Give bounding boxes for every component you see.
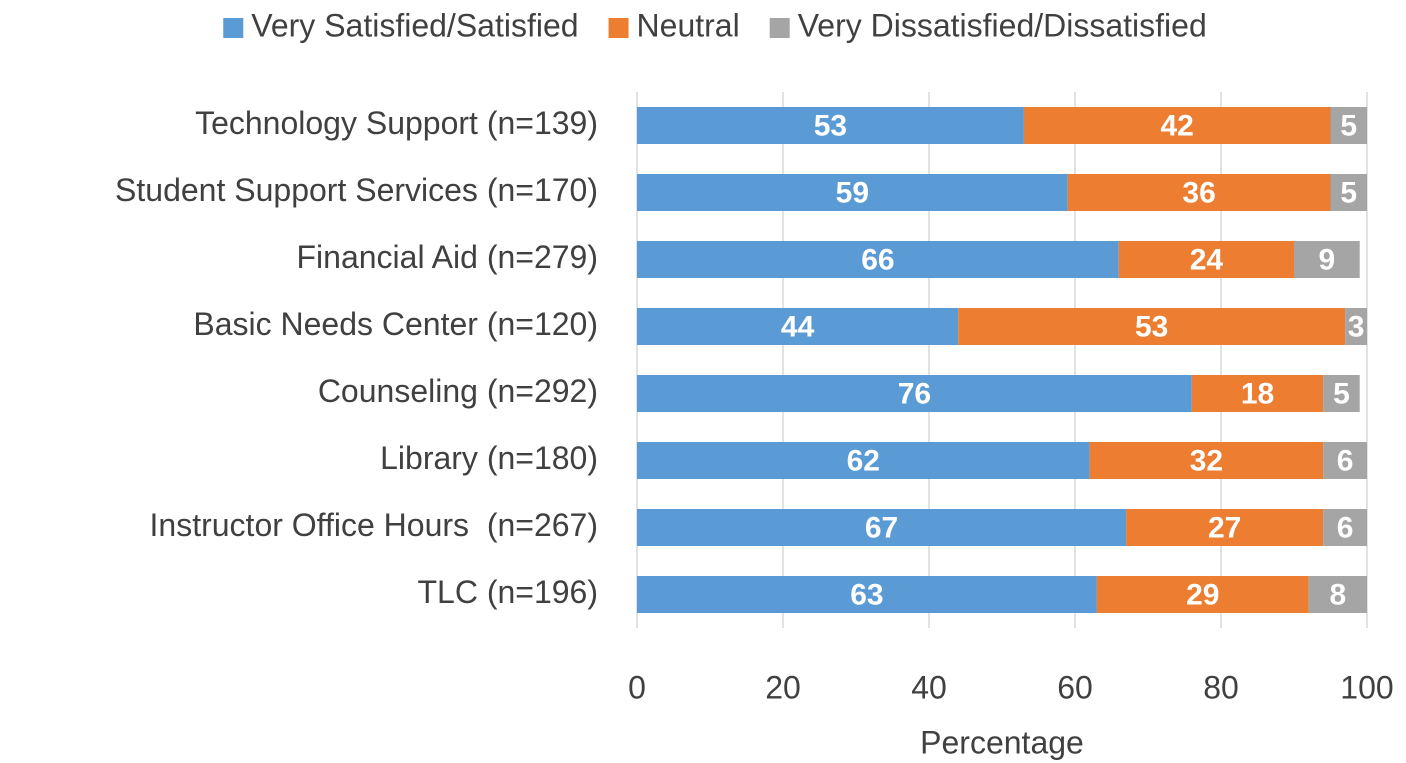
y-tick-label: Library (n=180) [380,440,598,476]
bar-segment [1330,174,1367,211]
bar-segment [958,308,1346,345]
x-tick-label: 80 [1203,669,1239,705]
data-label: 29 [1186,578,1219,611]
data-label: 67 [865,511,898,544]
legend-swatch [769,18,790,38]
bar-segment [637,107,1024,144]
bar-segment [1023,107,1331,144]
bar-segment [1323,509,1367,546]
y-tick-label: Counseling (n=292) [318,373,598,409]
bar-segment [1323,442,1367,479]
data-label: 59 [836,176,869,209]
data-label: 6 [1337,511,1354,544]
data-label: 8 [1329,578,1346,611]
bar-segment [637,375,1192,412]
data-label: 44 [781,310,815,343]
x-tick-label: 20 [765,669,801,705]
data-label: 62 [847,444,880,477]
bar-segment [1089,442,1324,479]
data-label: 76 [898,377,931,410]
x-axis-title: Percentage [920,724,1084,760]
bar-segment [1323,375,1360,412]
data-label: 53 [1135,310,1168,343]
bar-segment [1096,576,1309,613]
bar-segment [1345,308,1367,345]
y-tick-label: Student Support Services (n=170) [115,172,598,208]
x-tick-label: 100 [1340,669,1393,705]
bar-segment [637,509,1127,546]
bar-segment [1191,375,1324,412]
data-label: 3 [1348,310,1365,343]
legend-swatch [223,18,244,38]
y-tick-label: Financial Aid (n=279) [296,239,598,275]
data-label: 66 [861,243,894,276]
data-label: 53 [814,109,847,142]
bar-segment [637,576,1097,613]
data-label: 42 [1161,109,1194,142]
bar-segment [1294,241,1360,278]
bar-segment [637,442,1090,479]
bar-segment [1118,241,1294,278]
data-label: 27 [1208,511,1241,544]
data-label: 5 [1333,377,1350,410]
data-label: 9 [1319,243,1336,276]
bar-segment [1126,509,1324,546]
data-label: 63 [850,578,883,611]
data-label: 5 [1340,176,1357,209]
data-label: 18 [1241,377,1274,410]
y-tick-label: Technology Support (n=139) [195,105,598,141]
legend-label: Neutral [637,7,740,43]
bar-segment [637,308,959,345]
x-tick-label: 60 [1057,669,1093,705]
y-tick-label: Basic Needs Center (n=120) [193,306,598,342]
data-label: 36 [1182,176,1215,209]
bar-segment [1308,576,1367,613]
legend-label: Very Satisfied/Satisfied [251,7,578,43]
data-label: 32 [1190,444,1223,477]
x-tick-label: 40 [911,669,947,705]
data-label: 24 [1190,243,1224,276]
y-tick-label: Instructor Office Hours (n=267) [150,507,598,543]
legend-swatch [608,18,629,38]
y-tick-label: TLC (n=196) [417,574,598,610]
bar-segment [1067,174,1331,211]
bar-segment [637,174,1068,211]
x-tick-label: 0 [628,669,646,705]
data-label: 6 [1337,444,1354,477]
bar-segment [1330,107,1367,144]
bar-segment [637,241,1119,278]
data-label: 5 [1340,109,1357,142]
legend-label: Very Dissatisfied/Dissatisfied [798,7,1207,43]
